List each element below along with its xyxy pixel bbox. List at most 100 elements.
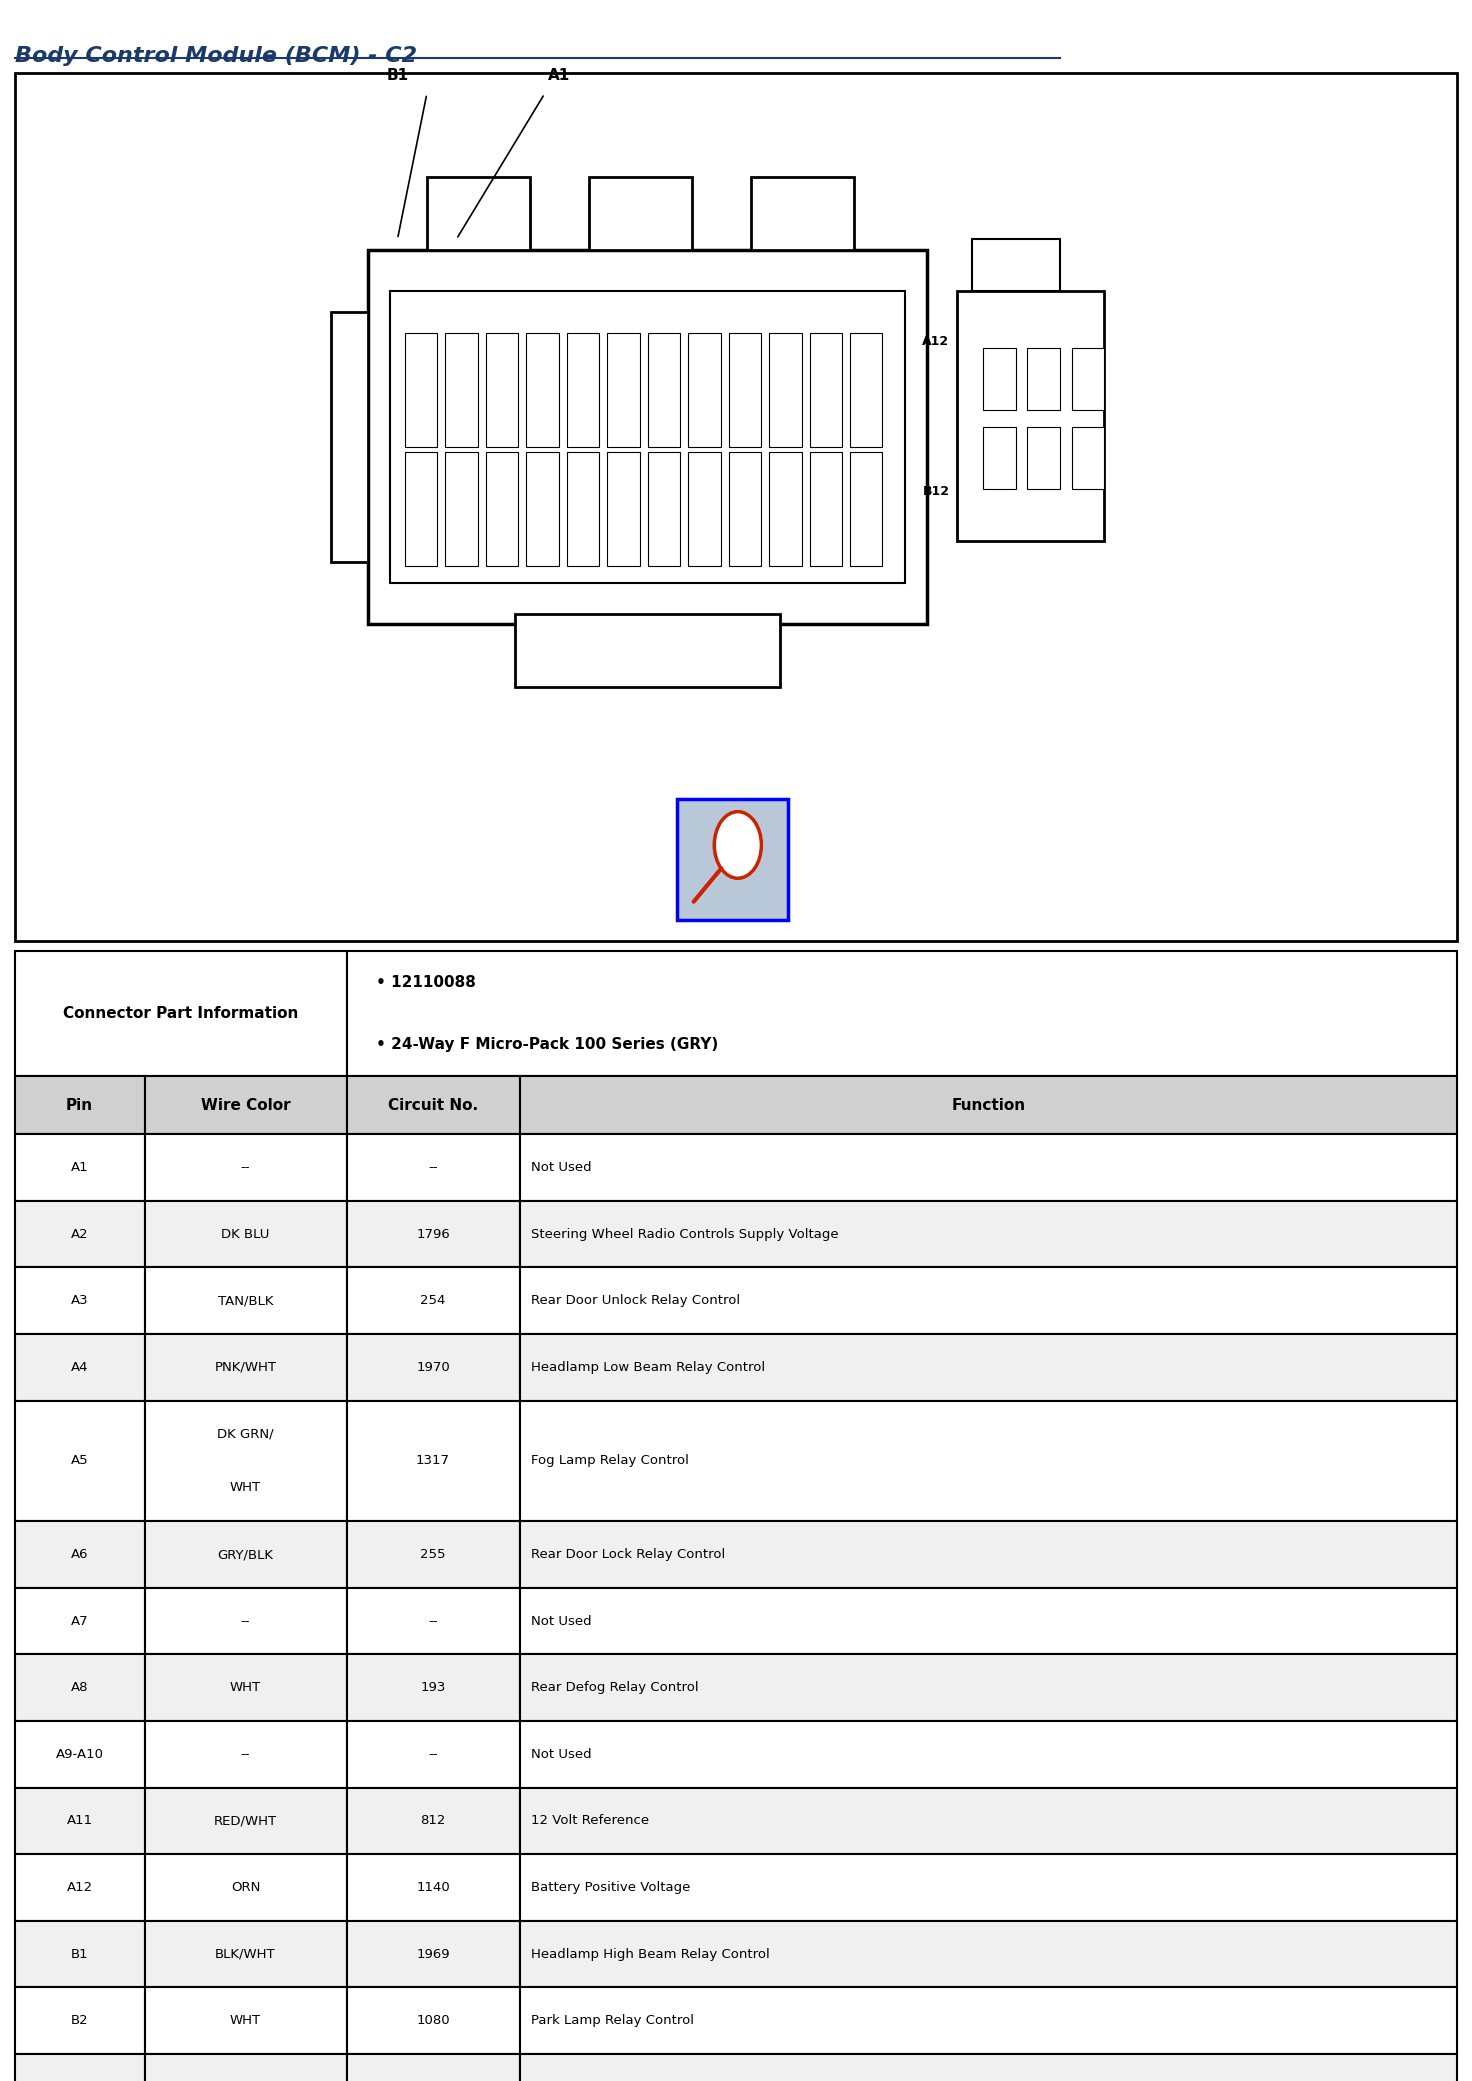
Bar xyxy=(15,1201,144,1267)
Text: 1796: 1796 xyxy=(417,1228,450,1240)
Bar xyxy=(810,452,842,566)
Bar xyxy=(520,1788,1457,1854)
Text: Not Used: Not Used xyxy=(531,1615,592,1627)
Bar xyxy=(15,1401,144,1521)
Text: Steering Wheel Radio Controls Supply Voltage: Steering Wheel Radio Controls Supply Vol… xyxy=(531,1228,839,1240)
Text: GRY/BLK: GRY/BLK xyxy=(218,1548,274,1561)
Bar xyxy=(689,452,721,566)
Bar xyxy=(520,1201,1457,1267)
Bar xyxy=(144,2054,346,2081)
Bar xyxy=(520,1854,1457,1921)
Bar xyxy=(677,799,788,920)
Bar xyxy=(768,452,801,566)
Text: BLK/WHT: BLK/WHT xyxy=(215,1948,275,1960)
Bar xyxy=(427,177,530,250)
Bar xyxy=(589,177,692,250)
Bar xyxy=(346,1654,520,1721)
Bar xyxy=(346,2054,520,2081)
Bar xyxy=(567,333,599,447)
Text: --: -- xyxy=(241,1161,250,1174)
Bar xyxy=(346,1134,520,1201)
Bar xyxy=(1027,348,1060,410)
Text: • 12110088: • 12110088 xyxy=(375,974,475,991)
Bar xyxy=(957,291,1104,541)
Text: --: -- xyxy=(241,1748,250,1761)
Bar xyxy=(144,1334,346,1401)
Bar xyxy=(527,333,559,447)
Bar xyxy=(144,1987,346,2054)
Bar xyxy=(810,333,842,447)
Text: B12: B12 xyxy=(923,485,949,497)
Text: Not Used: Not Used xyxy=(531,1161,592,1174)
Text: Rear Door Unlock Relay Control: Rear Door Unlock Relay Control xyxy=(531,1294,740,1307)
Bar xyxy=(15,2054,144,2081)
Bar xyxy=(144,1588,346,1654)
Text: WHT: WHT xyxy=(230,1482,261,1494)
Text: Headlamp High Beam Relay Control: Headlamp High Beam Relay Control xyxy=(531,1948,770,1960)
Bar xyxy=(346,1267,520,1334)
Text: A1: A1 xyxy=(548,69,571,83)
Bar xyxy=(729,333,761,447)
Bar xyxy=(520,1987,1457,2054)
Text: A5: A5 xyxy=(71,1455,88,1467)
Bar xyxy=(520,1267,1457,1334)
Bar xyxy=(520,1334,1457,1401)
Bar xyxy=(144,1854,346,1921)
Bar xyxy=(851,452,883,566)
Bar xyxy=(486,333,518,447)
Text: 12 Volt Reference: 12 Volt Reference xyxy=(531,1815,649,1827)
Bar xyxy=(1072,427,1104,489)
Bar xyxy=(972,239,1060,291)
Bar xyxy=(648,333,680,447)
Text: DK BLU: DK BLU xyxy=(221,1228,269,1240)
Text: A11: A11 xyxy=(66,1815,93,1827)
Text: Function: Function xyxy=(951,1097,1026,1113)
Text: 1969: 1969 xyxy=(417,1948,450,1960)
Text: B1: B1 xyxy=(71,1948,88,1960)
Text: A12: A12 xyxy=(66,1881,93,1894)
Bar xyxy=(648,452,680,566)
Bar xyxy=(144,1921,346,1987)
Bar xyxy=(15,73,1457,941)
Text: WHT: WHT xyxy=(230,1681,261,1694)
Text: A3: A3 xyxy=(71,1294,88,1307)
Text: WHT: WHT xyxy=(230,2014,261,2027)
Bar xyxy=(346,951,1457,1076)
Bar xyxy=(15,1987,144,2054)
Bar xyxy=(520,1921,1457,1987)
Text: B1: B1 xyxy=(386,69,409,83)
Bar xyxy=(15,1788,144,1854)
Text: A6: A6 xyxy=(71,1548,88,1561)
Text: A8: A8 xyxy=(71,1681,88,1694)
Bar xyxy=(768,333,801,447)
Bar xyxy=(15,1076,144,1134)
Text: Wire Color: Wire Color xyxy=(200,1097,290,1113)
Text: Rear Defog Relay Control: Rear Defog Relay Control xyxy=(531,1681,699,1694)
Bar xyxy=(144,1267,346,1334)
Bar xyxy=(15,1267,144,1334)
Bar xyxy=(144,1076,346,1134)
Bar xyxy=(515,614,780,687)
Bar xyxy=(331,312,368,562)
Bar xyxy=(144,1788,346,1854)
Bar xyxy=(15,1588,144,1654)
Bar xyxy=(567,452,599,566)
Bar xyxy=(144,1721,346,1788)
Bar xyxy=(608,333,640,447)
Bar xyxy=(144,1201,346,1267)
Text: --: -- xyxy=(241,1615,250,1627)
Text: 1140: 1140 xyxy=(417,1881,450,1894)
Text: 255: 255 xyxy=(421,1548,446,1561)
Text: Battery Positive Voltage: Battery Positive Voltage xyxy=(531,1881,690,1894)
Bar xyxy=(689,333,721,447)
Text: Headlamp Low Beam Relay Control: Headlamp Low Beam Relay Control xyxy=(531,1361,765,1373)
Bar xyxy=(520,1401,1457,1521)
Bar xyxy=(346,1201,520,1267)
Text: Not Used: Not Used xyxy=(531,1748,592,1761)
Text: --: -- xyxy=(428,1748,437,1761)
Text: Connector Part Information: Connector Part Information xyxy=(63,1005,299,1022)
Bar xyxy=(346,1588,520,1654)
Bar xyxy=(729,452,761,566)
Bar xyxy=(1027,427,1060,489)
Bar xyxy=(144,1521,346,1588)
